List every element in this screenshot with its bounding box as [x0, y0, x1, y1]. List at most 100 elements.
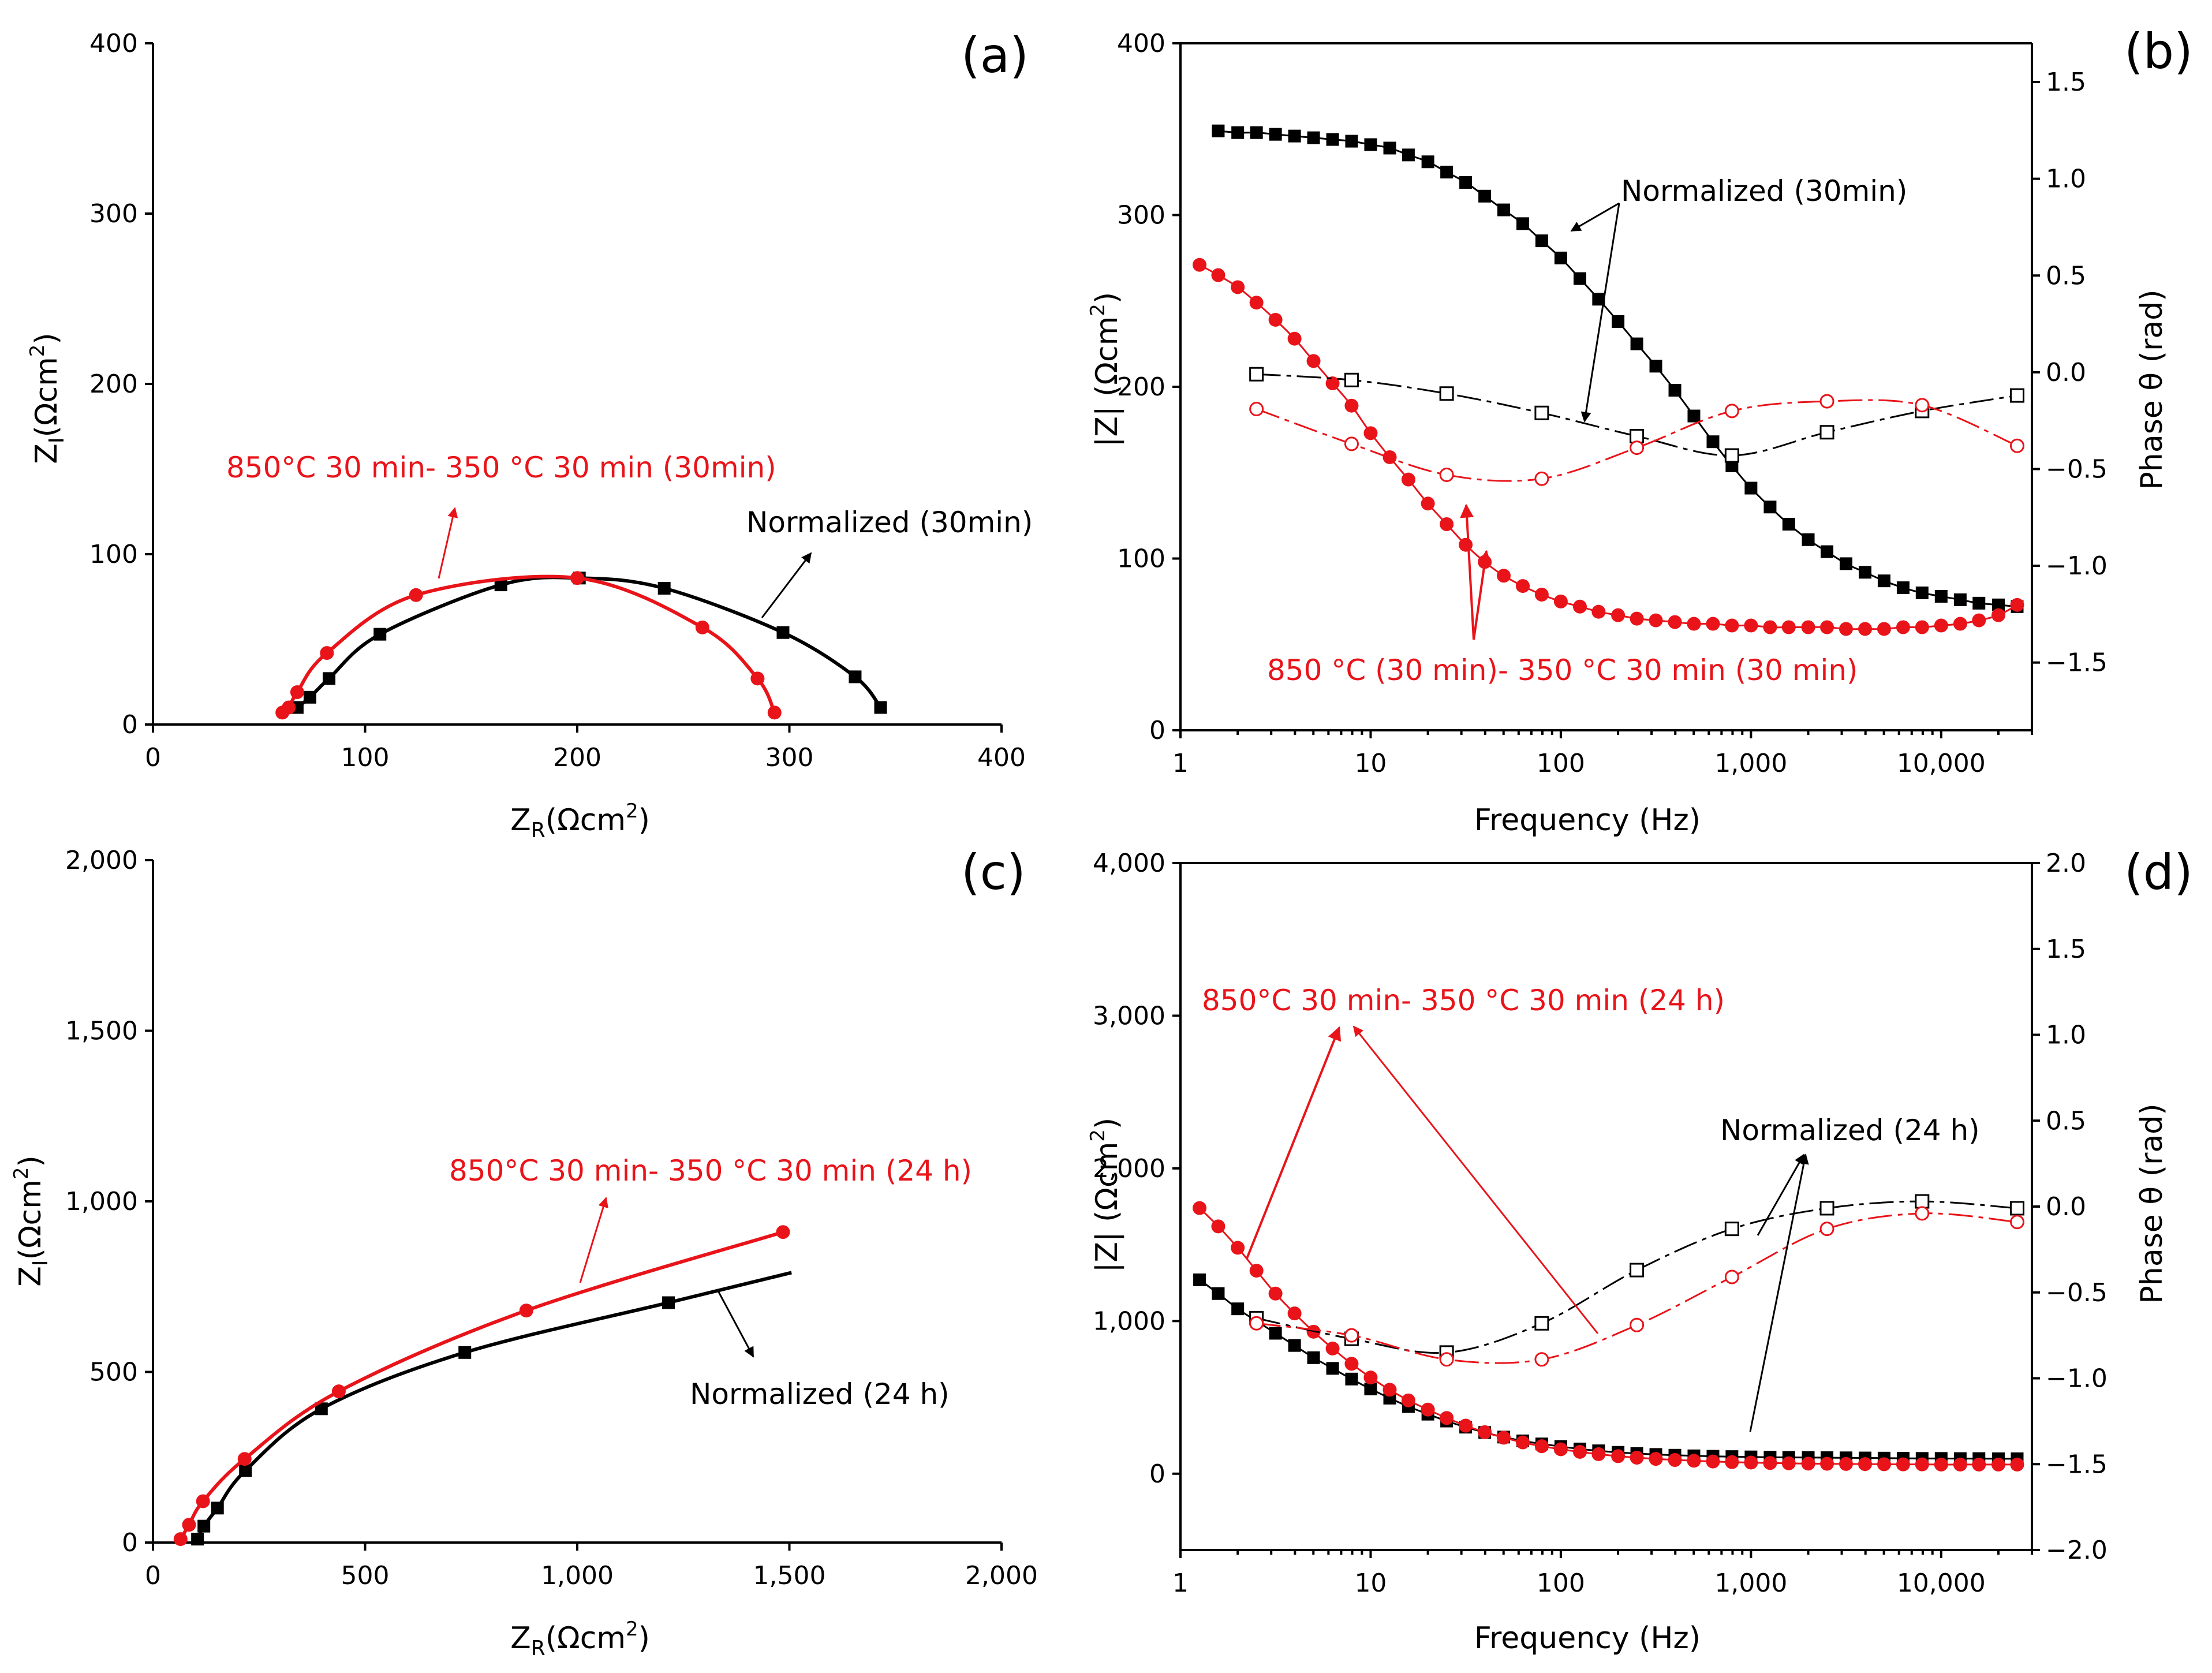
series-1-point: [1934, 618, 1948, 633]
series-3-point: [1249, 402, 1264, 417]
series-1-point: [767, 705, 782, 720]
y-tick-label: 0: [122, 710, 138, 740]
series-0-point: [323, 672, 336, 685]
series-0-point: [1802, 533, 1815, 546]
y2-tick-label: 2.0: [2046, 849, 2086, 878]
series-1-point: [1231, 1241, 1245, 1255]
panel-b-arrow-black-2: [1580, 203, 1620, 423]
series-1-point: [1193, 1201, 1207, 1215]
series-3-point: [1249, 1316, 1264, 1331]
series-0-point: [1554, 251, 1567, 264]
x-tick-label: 1,500: [753, 1561, 826, 1590]
series-0-point: [1668, 383, 1682, 397]
series-1-point: [1268, 312, 1283, 327]
y-tick-label: 1,500: [65, 1017, 138, 1046]
x-tick-label: 100: [1537, 749, 1585, 778]
series-1-point: [1344, 1357, 1359, 1371]
series-1-point: [1801, 620, 1815, 634]
panel-a-arrow-black: [761, 552, 812, 618]
series-0-point: [1915, 587, 1929, 599]
series-1-point: [1497, 569, 1511, 583]
x-tick-label: 1,000: [1714, 1569, 1787, 1598]
series-1-point: [1896, 620, 1910, 634]
series-3-point: [2009, 1215, 2024, 1230]
series-1-point: [1744, 618, 1758, 633]
panel-b-label: (b): [2124, 23, 2193, 80]
series-0-point: [1991, 598, 2005, 611]
x-tick-label: 400: [977, 743, 1026, 772]
series-0-point: [1288, 129, 1301, 143]
series-3-point: [1630, 1317, 1645, 1332]
panel-b-y2-axis-label: Phase θ (rad): [2135, 290, 2169, 490]
series-3-point: [1915, 1206, 1930, 1221]
panel-c-arrow-red: [579, 1197, 608, 1283]
series-2-point: [1915, 1194, 1930, 1209]
series-1-point: [282, 700, 296, 715]
y2-tick-label: 1.0: [2046, 1021, 2086, 1050]
series-1-point: [1725, 1455, 1739, 1469]
series-1-point: [1630, 1451, 1644, 1465]
series-0-point: [1345, 135, 1358, 148]
series-0-point: [1421, 155, 1434, 169]
y-tick-label: 0: [122, 1528, 138, 1558]
x-tick-label: 1,000: [541, 1561, 614, 1590]
y2-tick-label: 0.0: [2046, 1192, 2086, 1222]
series-0-point: [1649, 360, 1662, 373]
series-0-point: [1858, 566, 1871, 579]
series-3-point: [1534, 1352, 1549, 1367]
series-1-point: [1231, 280, 1245, 294]
panel-d-y-axis-label: |Z| (Ωcm2): [1086, 1118, 1124, 1272]
panel-c-axes: 0 500 1,000 1,500 2,000 0 500 1,000 1,500 2,000: [65, 846, 1038, 1590]
series-1-point: [1572, 1444, 1587, 1459]
series-3: [1249, 1206, 2024, 1367]
series-0-point: [849, 670, 862, 684]
y-tick-label: 0: [1149, 716, 1165, 745]
series-1-point: [1363, 1370, 1378, 1385]
panel-d-annotation-black: Normalized (24 h): [1720, 1114, 1980, 1147]
series-0-point: [1782, 518, 1795, 531]
x-tick-label: 0: [145, 743, 161, 772]
series-0-point: [1307, 131, 1320, 144]
y2-tick-label: −0.5: [2046, 1278, 2108, 1308]
series-3-curve: [1256, 1212, 2017, 1364]
panel-a-label: (a): [961, 27, 1029, 84]
series-0-point: [1877, 574, 1890, 588]
x-tick-label: 10: [1354, 749, 1387, 778]
y-tick-label: 400: [1117, 29, 1165, 58]
series-1-point: [1858, 1457, 1872, 1472]
series-3-point: [1724, 1269, 1739, 1284]
series-0-point: [1573, 272, 1586, 285]
series-0-point: [191, 1533, 204, 1546]
y-tick-label: 100: [1117, 544, 1165, 574]
series-1-point: [1478, 1425, 1492, 1439]
x-tick-label: 10,000: [1897, 749, 1986, 778]
series-1-point: [1781, 1456, 1796, 1470]
panel-c: 0 500 1,000 1,500 2,000 0 500 1,000 1,500 2,000 (…: [10, 844, 1038, 1660]
panel-b-annotation-red: 850 °C (30 min)- 350 °C 30 min (30 min): [1267, 653, 1858, 687]
series-3-point: [1439, 468, 1454, 483]
series-1-point: [1915, 620, 1929, 634]
panel-c-x-axis-label: ZR(Ωcm2): [510, 1618, 650, 1660]
panel-a-annotation-black: Normalized (30min): [746, 506, 1033, 539]
panel-d-marks: [1193, 1194, 2024, 1472]
series-0-point: [1364, 1383, 1377, 1396]
y2-tick-label: −0.5: [2046, 454, 2108, 484]
series-1-point: [1211, 1219, 1225, 1234]
series-2-point: [1819, 425, 1834, 440]
series-1-point: [409, 588, 423, 602]
series-0-point: [662, 1296, 675, 1309]
panel-a-axes: 0 100 200 300 400 0 100 200 300 400: [89, 29, 1026, 772]
series-0-point: [1231, 126, 1245, 139]
series-2-curve: [1256, 1200, 2017, 1354]
x-tick-label: 1,000: [1714, 749, 1787, 778]
series-0-point: [1383, 141, 1396, 155]
panel-c-y-axis-label: ZI(Ωcm2): [10, 1155, 53, 1286]
x-tick-label: 200: [553, 743, 601, 772]
series-0-point: [1288, 1339, 1301, 1352]
series-0-point: [874, 701, 887, 714]
y-tick-label: 2,000: [65, 846, 138, 875]
series-0-point: [1478, 189, 1492, 203]
series-1-point: [1877, 622, 1891, 636]
series-2-point: [1249, 367, 1264, 382]
series-0-point: [657, 582, 671, 595]
